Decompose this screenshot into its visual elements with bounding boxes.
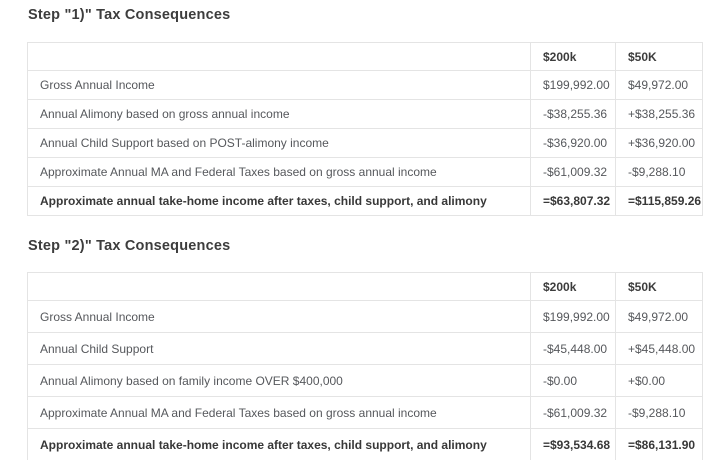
row-label: Gross Annual Income xyxy=(27,70,531,100)
step1-header-row: $200k $50K xyxy=(27,42,703,71)
row-label: Approximate annual take-home income afte… xyxy=(27,186,531,216)
table-row: Annual Child Support -$45,448.00 +$45,44… xyxy=(27,332,703,365)
table-row: Annual Child Support based on POST-alimo… xyxy=(27,128,703,158)
value-50k: +$0.00 xyxy=(615,364,703,397)
table-row: Gross Annual Income $199,992.00 $49,972.… xyxy=(27,300,703,333)
step1-tax-table: $200k $50K Gross Annual Income $199,992.… xyxy=(27,42,703,216)
step1-col-header-50k: $50K xyxy=(615,42,703,71)
value-200k: -$38,255.36 xyxy=(530,99,616,129)
total-row: Approximate annual take-home income afte… xyxy=(27,186,703,216)
table-row: Approximate Annual MA and Federal Taxes … xyxy=(27,157,703,187)
table-row: Annual Alimony based on gross annual inc… xyxy=(27,99,703,129)
total-row: Approximate annual take-home income afte… xyxy=(27,428,703,460)
value-50k: $49,972.00 xyxy=(615,70,703,100)
step1-section-title: Step "1)" Tax Consequences xyxy=(28,7,231,23)
row-label: Gross Annual Income xyxy=(27,300,531,333)
row-label: Approximate Annual MA and Federal Taxes … xyxy=(27,396,531,429)
step1-col-header-200k: $200k xyxy=(530,42,616,71)
table-row: Approximate Annual MA and Federal Taxes … xyxy=(27,396,703,429)
step2-col-header-50k: $50K xyxy=(615,272,703,301)
value-200k: -$61,009.32 xyxy=(530,396,616,429)
step2-tax-table: $200k $50K Gross Annual Income $199,992.… xyxy=(27,272,703,460)
value-200k: $199,992.00 xyxy=(530,70,616,100)
value-200k: $199,992.00 xyxy=(530,300,616,333)
table-row: Gross Annual Income $199,992.00 $49,972.… xyxy=(27,70,703,100)
value-50k: =$115,859.26 xyxy=(615,186,703,216)
row-label: Approximate annual take-home income afte… xyxy=(27,428,531,460)
row-label: Annual Child Support based on POST-alimo… xyxy=(27,128,531,158)
step2-section-title: Step "2)" Tax Consequences xyxy=(28,238,231,254)
value-200k: -$45,448.00 xyxy=(530,332,616,365)
value-50k: =$86,131.90 xyxy=(615,428,703,460)
value-200k: =$63,807.32 xyxy=(530,186,616,216)
value-50k: +$36,920.00 xyxy=(615,128,703,158)
value-200k: =$93,534.68 xyxy=(530,428,616,460)
value-50k: -$9,288.10 xyxy=(615,396,703,429)
row-label: Annual Alimony based on gross annual inc… xyxy=(27,99,531,129)
row-label: Annual Alimony based on family income OV… xyxy=(27,364,531,397)
row-label: Annual Child Support xyxy=(27,332,531,365)
step2-col-header-200k: $200k xyxy=(530,272,616,301)
step2-header-row: $200k $50K xyxy=(27,272,703,301)
table-row: Annual Alimony based on family income OV… xyxy=(27,364,703,397)
value-50k: +$45,448.00 xyxy=(615,332,703,365)
value-200k: -$0.00 xyxy=(530,364,616,397)
value-50k: +$38,255.36 xyxy=(615,99,703,129)
value-50k: $49,972.00 xyxy=(615,300,703,333)
value-50k: -$9,288.10 xyxy=(615,157,703,187)
step2-corner-cell xyxy=(27,272,531,301)
value-200k: -$61,009.32 xyxy=(530,157,616,187)
step1-corner-cell xyxy=(27,42,531,71)
row-label: Approximate Annual MA and Federal Taxes … xyxy=(27,157,531,187)
value-200k: -$36,920.00 xyxy=(530,128,616,158)
